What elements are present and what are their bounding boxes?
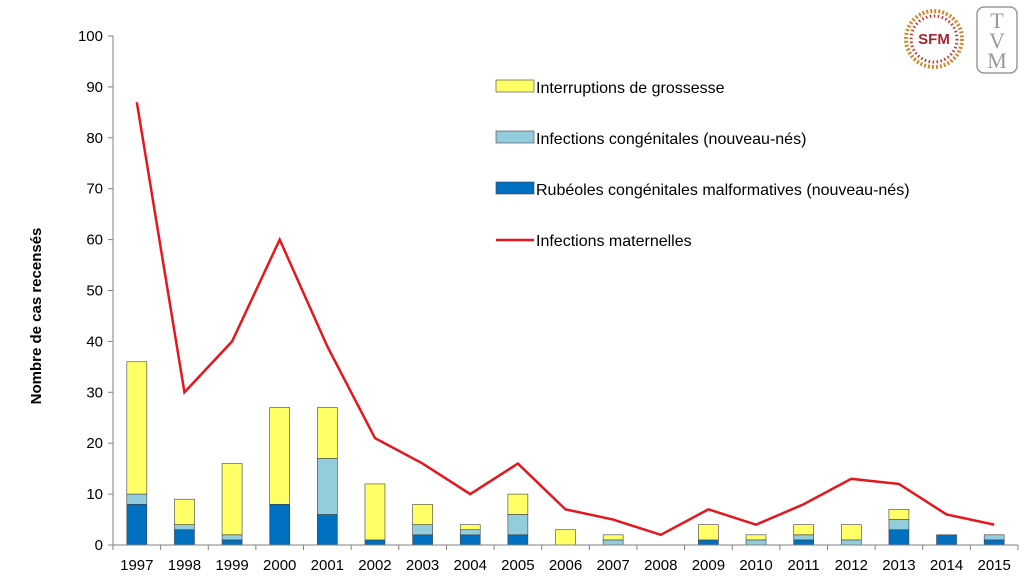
y-tick-label: 80	[86, 130, 103, 147]
bar-interruptions-2009	[698, 524, 719, 541]
bar-rubeoles-1998	[174, 529, 195, 546]
tvm-logo-letter-v: V	[989, 28, 1005, 53]
bar-infections_cong-2013	[888, 519, 910, 531]
x-tick-label: 2015	[977, 557, 1010, 574]
bar-infections_cong-2005	[507, 514, 529, 536]
x-tick-label: 1999	[215, 557, 248, 574]
bar-interruptions-2006	[555, 529, 576, 546]
y-tick-label: 100	[78, 28, 103, 45]
x-tick-label: 2009	[692, 557, 725, 574]
y-axis-ticks	[108, 35, 113, 546]
bar-rubeoles-1997	[126, 503, 148, 546]
legend-swatch-rubeoles	[495, 181, 535, 195]
bar-infections_cong-2015	[983, 534, 1005, 541]
sfm-logo: SFM	[904, 9, 964, 69]
x-tick-label: 1998	[168, 557, 201, 574]
y-axis-label: Nombre de cas recensés	[28, 228, 45, 405]
y-tick-label: 10	[86, 486, 103, 503]
bar-interruptions-2004	[459, 524, 481, 531]
bar-infections_cong-1997	[126, 493, 148, 505]
bar-interruptions-2003	[412, 503, 433, 525]
tvm-logo-letter-m: M	[987, 48, 1007, 73]
x-tick-label: 2011	[788, 557, 820, 574]
bar-rubeoles-2003	[412, 534, 433, 546]
bar-infections_cong-1998	[174, 524, 195, 531]
y-tick-label: 70	[86, 181, 103, 198]
y-tick-label: 30	[86, 384, 103, 401]
bar-infections_cong-2011	[793, 534, 814, 541]
legend-swatch-interruptions	[495, 79, 535, 93]
bar-interruptions-2000	[269, 407, 291, 505]
bar-interruptions-2001	[317, 407, 338, 459]
bar-infections_cong-2007	[602, 539, 624, 546]
bar-interruptions-2011	[793, 524, 814, 536]
x-tick-label: 2008	[644, 557, 677, 574]
bar-infections_cong-2004	[459, 529, 481, 536]
bar-rubeoles-2014	[936, 534, 957, 546]
y-tick-label: 60	[86, 232, 103, 249]
bar-infections_cong-2010	[745, 539, 767, 546]
x-tick-label: 1997	[120, 557, 153, 574]
bar-rubeoles-1999	[221, 539, 243, 546]
bar-rubeoles-2005	[507, 534, 529, 546]
legend: Interruptions de grossesse Infections con…	[495, 79, 910, 250]
line-maternelles	[135, 101, 995, 537]
bar-rubeoles-2009	[698, 539, 719, 546]
x-tick-label: 2002	[358, 557, 391, 574]
x-tick-label: 2006	[549, 557, 582, 574]
y-tick-label: 40	[86, 333, 103, 350]
x-tick-label: 2005	[501, 557, 534, 574]
bar-interruptions-2010	[745, 534, 767, 541]
legend-label-interruptions: Interruptions de grossesse	[536, 80, 725, 97]
x-tick-label: 2013	[882, 557, 915, 574]
bar-infections_cong-2012	[840, 539, 862, 546]
bar-interruptions-2012	[840, 524, 862, 541]
bar-infections_cong-2001	[317, 458, 338, 515]
tvm-logo-letter-t: T	[990, 8, 1004, 33]
bar-interruptions-2002	[364, 483, 386, 541]
x-tick-label: 2014	[930, 557, 963, 574]
x-tick-label: 2012	[835, 557, 868, 574]
bar-interruptions-1999	[221, 463, 243, 536]
y-tick-label: 50	[86, 283, 103, 300]
bars-group	[126, 361, 1005, 546]
bar-interruptions-1997	[126, 361, 148, 495]
bar-interruptions-2007	[602, 534, 624, 541]
legend-label-infections_cong: Infections congénitales (nouveau-nés)	[536, 131, 806, 148]
bar-infections_cong-1999	[221, 534, 243, 541]
bar-rubeoles-2011	[793, 539, 814, 546]
y-tick-labels: 0 10 20 30 40 50 60 70 80 90 100	[78, 28, 103, 554]
bar-rubeoles-2004	[459, 534, 481, 546]
x-tick-label: 2001	[311, 557, 344, 574]
x-tick-label: 2010	[739, 557, 772, 574]
legend-swatch-infections_cong	[495, 130, 535, 144]
bar-rubeoles-2015	[983, 539, 1005, 546]
bar-infections_cong-2003	[412, 524, 433, 536]
legend-label-maternelles: Infections maternelles	[536, 233, 692, 250]
bar-interruptions-2005	[507, 493, 529, 515]
bar-rubeoles-2002	[364, 539, 386, 546]
bar-rubeoles-2000	[269, 503, 291, 546]
maternal-line-group	[135, 101, 995, 537]
x-tick-label: 2003	[406, 557, 439, 574]
y-tick-label: 0	[95, 537, 103, 554]
legend-label-rubeoles: Rubéoles congénitales malformatives (nou…	[536, 182, 910, 199]
bar-rubeoles-2001	[317, 514, 338, 546]
y-tick-label: 90	[86, 79, 103, 96]
x-tick-label: 2004	[454, 557, 487, 574]
tvm-logo: T V M	[976, 6, 1018, 74]
sfm-logo-text: SFM	[918, 31, 950, 48]
x-tick-label: 2000	[263, 557, 296, 574]
bar-interruptions-1998	[174, 498, 195, 525]
bar-rubeoles-2013	[888, 529, 910, 546]
x-tick-labels: 1997 1998 1999 2000 2001 2002 2003 2004 2005 2006…	[120, 557, 1011, 574]
bar-interruptions-2013	[888, 509, 910, 520]
x-tick-label: 2007	[596, 557, 629, 574]
axes-group	[112, 36, 1019, 550]
y-tick-label: 20	[86, 435, 103, 452]
